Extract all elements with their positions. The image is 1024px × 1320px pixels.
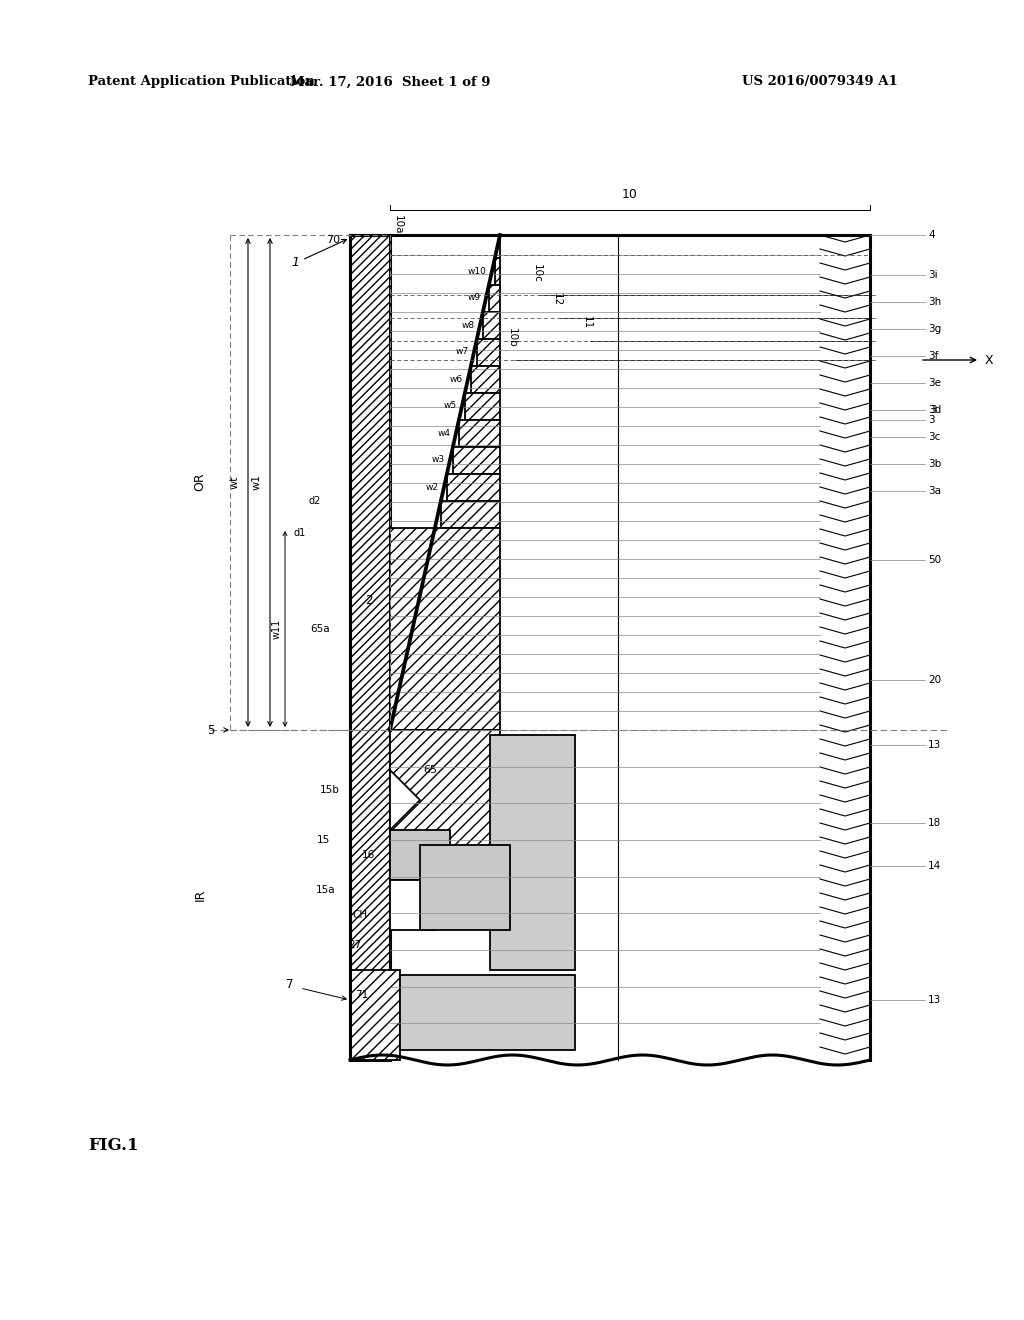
Bar: [453, 447, 500, 474]
Text: w9: w9: [468, 293, 481, 302]
Text: 3h: 3h: [928, 297, 941, 308]
Bar: [390, 880, 435, 931]
Bar: [446, 474, 500, 502]
Text: 1: 1: [291, 256, 299, 268]
Text: 15a: 15a: [315, 884, 335, 895]
Bar: [490, 735, 575, 970]
Text: wt: wt: [230, 475, 240, 488]
Text: w1: w1: [252, 474, 262, 490]
Text: OR: OR: [194, 473, 207, 491]
Text: 4: 4: [928, 230, 935, 240]
Text: w7: w7: [456, 347, 469, 356]
Text: Patent Application Publication: Patent Application Publication: [88, 75, 314, 88]
Text: IR: IR: [194, 888, 207, 902]
Text: 3g: 3g: [928, 323, 941, 334]
Text: w5: w5: [443, 401, 457, 411]
Bar: [390, 528, 500, 730]
Text: 10a: 10a: [393, 215, 403, 235]
Text: 18: 18: [928, 818, 941, 828]
Text: 10c: 10c: [532, 264, 542, 282]
Text: 71: 71: [355, 990, 369, 1001]
Text: 15: 15: [316, 836, 330, 845]
Bar: [420, 845, 510, 931]
Text: 16: 16: [361, 850, 375, 861]
Text: 13: 13: [928, 995, 941, 1005]
Bar: [465, 393, 500, 420]
Text: w8: w8: [462, 321, 475, 330]
Text: 11: 11: [582, 315, 592, 329]
Bar: [483, 312, 500, 339]
Bar: [390, 830, 450, 880]
Text: 3e: 3e: [928, 378, 941, 388]
Text: 3d: 3d: [928, 405, 941, 414]
Text: 15b: 15b: [321, 785, 340, 795]
Text: X: X: [985, 354, 993, 367]
Text: 2: 2: [366, 594, 373, 606]
Text: 65a: 65a: [310, 624, 330, 634]
Bar: [350, 970, 400, 1060]
Text: 27: 27: [348, 940, 361, 950]
Bar: [400, 975, 575, 1049]
Text: 3f: 3f: [928, 351, 938, 360]
Text: w10: w10: [468, 267, 487, 276]
Bar: [488, 285, 500, 312]
Text: w3: w3: [432, 455, 445, 465]
Text: FIG.1: FIG.1: [88, 1137, 138, 1154]
Text: 10b: 10b: [507, 329, 517, 348]
Bar: [471, 366, 500, 393]
Polygon shape: [390, 770, 420, 830]
Text: 3: 3: [928, 414, 935, 425]
Bar: [441, 502, 500, 528]
Text: 14: 14: [928, 861, 941, 871]
Text: w6: w6: [450, 375, 463, 384]
Bar: [350, 235, 390, 1060]
Text: Mar. 17, 2016  Sheet 1 of 9: Mar. 17, 2016 Sheet 1 of 9: [290, 75, 490, 88]
Text: CH: CH: [352, 909, 368, 920]
Text: 20: 20: [928, 675, 941, 685]
Text: w11: w11: [272, 619, 282, 639]
Text: 3c: 3c: [928, 432, 940, 442]
Text: US 2016/0079349 A1: US 2016/0079349 A1: [742, 75, 898, 88]
Bar: [477, 339, 500, 366]
Bar: [495, 257, 500, 285]
Text: 50: 50: [928, 554, 941, 565]
Text: 3: 3: [930, 405, 937, 414]
Text: d2: d2: [309, 496, 322, 506]
Text: w4: w4: [438, 429, 451, 437]
Text: 12: 12: [552, 293, 562, 306]
Bar: [390, 730, 500, 870]
Text: 10: 10: [622, 189, 638, 202]
Text: d1: d1: [294, 528, 306, 539]
Text: 3b: 3b: [928, 459, 941, 469]
Text: 7: 7: [287, 978, 294, 991]
Text: 3i: 3i: [928, 271, 938, 280]
Text: 3a: 3a: [928, 486, 941, 496]
Bar: [459, 420, 500, 447]
Text: 13: 13: [928, 741, 941, 750]
Text: w2: w2: [426, 483, 439, 491]
Text: 70: 70: [326, 235, 340, 246]
Text: 5: 5: [208, 723, 215, 737]
Text: 65: 65: [423, 766, 437, 775]
